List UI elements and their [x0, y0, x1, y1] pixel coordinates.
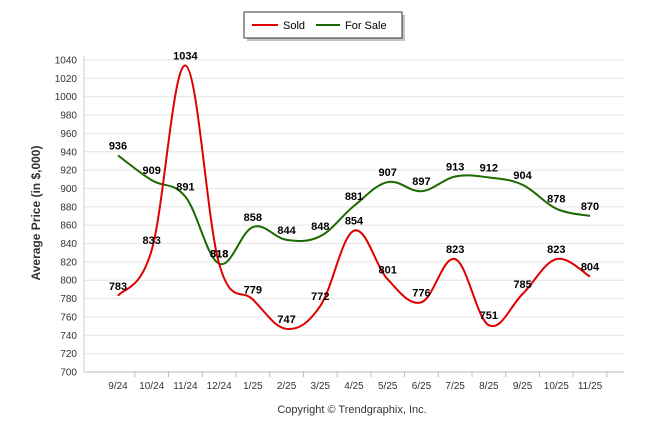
y-tick-label: 1000: [55, 92, 78, 103]
copyright-credit: Copyright © Trendgraphix, Inc.: [277, 404, 426, 416]
x-tick-label: 8/25: [479, 381, 499, 392]
legend-sold-label: Sold: [283, 20, 305, 32]
sold-data-label: 833: [143, 235, 161, 247]
sold-data-label: 776: [412, 287, 430, 299]
y-tick-label: 760: [60, 312, 77, 323]
for-sale-data-label: 913: [446, 162, 464, 174]
y-axis-title: Average Price (in $,000): [29, 146, 43, 281]
for-sale-data-label: 878: [547, 194, 565, 206]
sold-data-label: 804: [581, 262, 600, 274]
for-sale-data-label: 870: [581, 201, 599, 213]
y-tick-label: 880: [60, 202, 77, 213]
x-tick-label: 7/25: [445, 381, 465, 392]
y-tick-label: 920: [60, 166, 77, 177]
x-tick-label: 9/25: [513, 381, 533, 392]
y-tick-label: 1040: [55, 56, 78, 67]
legend-for-sale-label: For Sale: [345, 20, 387, 32]
x-tick-label: 4/25: [344, 381, 364, 392]
x-tick-label: 10/24: [139, 381, 164, 392]
for-sale-data-label: 818: [210, 249, 228, 261]
y-tick-label: 980: [60, 111, 77, 122]
y-tick-label: 960: [60, 129, 77, 140]
for-sale-data-label: 912: [480, 162, 498, 174]
sold-data-label: 785: [513, 279, 531, 291]
for-sale-data-label: 858: [244, 212, 262, 224]
x-tick-label: 12/24: [207, 381, 232, 392]
label-layer: 783 833 1034 818 779 747 772 854 801 776 823 751 785…: [109, 51, 600, 326]
series-line-for-sale: [117, 154, 591, 266]
for-sale-data-label: 936: [109, 140, 127, 152]
y-tick-label: 740: [60, 331, 77, 342]
for-sale-data-label: 844: [277, 225, 296, 237]
y-tick-label: 1020: [55, 74, 78, 85]
sold-data-label: 747: [277, 314, 295, 326]
for-sale-data-label: 904: [513, 170, 532, 182]
x-tick-label: 3/25: [311, 381, 331, 392]
sold-data-label: 801: [379, 264, 397, 276]
x-tick-label: 2/25: [277, 381, 297, 392]
y-tick-label: 820: [60, 257, 77, 268]
x-tick-label: 11/25: [578, 381, 603, 392]
x-tick-label: 6/25: [412, 381, 432, 392]
sold-data-label: 854: [345, 216, 364, 228]
y-tick-label: 860: [60, 221, 77, 232]
x-tick-label: 1/25: [243, 381, 263, 392]
series-line-sold: [117, 64, 591, 330]
for-sale-data-label: 897: [412, 176, 430, 188]
sold-data-label: 783: [109, 281, 127, 293]
x-tick-label: 10/25: [544, 381, 569, 392]
y-tick-label: 700: [60, 368, 77, 379]
y-tick-label: 840: [60, 239, 77, 250]
for-sale-data-label: 881: [345, 191, 363, 203]
x-tick-label: 5/25: [378, 381, 398, 392]
for-sale-data-label: 907: [379, 167, 397, 179]
sold-data-label: 818: [210, 249, 228, 261]
sold-data-label: 823: [446, 244, 464, 256]
for-sale-data-label: 891: [176, 182, 194, 194]
y-tick-label: 720: [60, 349, 77, 360]
y-tick-label: 900: [60, 184, 77, 195]
x-tick-label: 9/24: [108, 381, 128, 392]
sold-data-label: 772: [311, 291, 329, 303]
for-sale-data-label: 909: [143, 165, 161, 177]
sold-data-label: 751: [480, 310, 498, 322]
sold-data-label: 1034: [173, 51, 198, 63]
x-tick-label: 11/24: [173, 381, 198, 392]
y-tick-label: 780: [60, 294, 77, 305]
axis-layer: 700 720 740 760 780 800 820 840 860 880 900 920 940 9…: [55, 56, 624, 392]
sold-data-label: 779: [244, 285, 262, 297]
legend: Sold For Sale: [243, 11, 405, 41]
y-tick-label: 800: [60, 276, 77, 287]
y-tick-label: 940: [60, 147, 77, 158]
sold-data-label: 823: [547, 244, 565, 256]
series-layer: [117, 64, 591, 330]
for-sale-data-label: 848: [311, 221, 329, 233]
